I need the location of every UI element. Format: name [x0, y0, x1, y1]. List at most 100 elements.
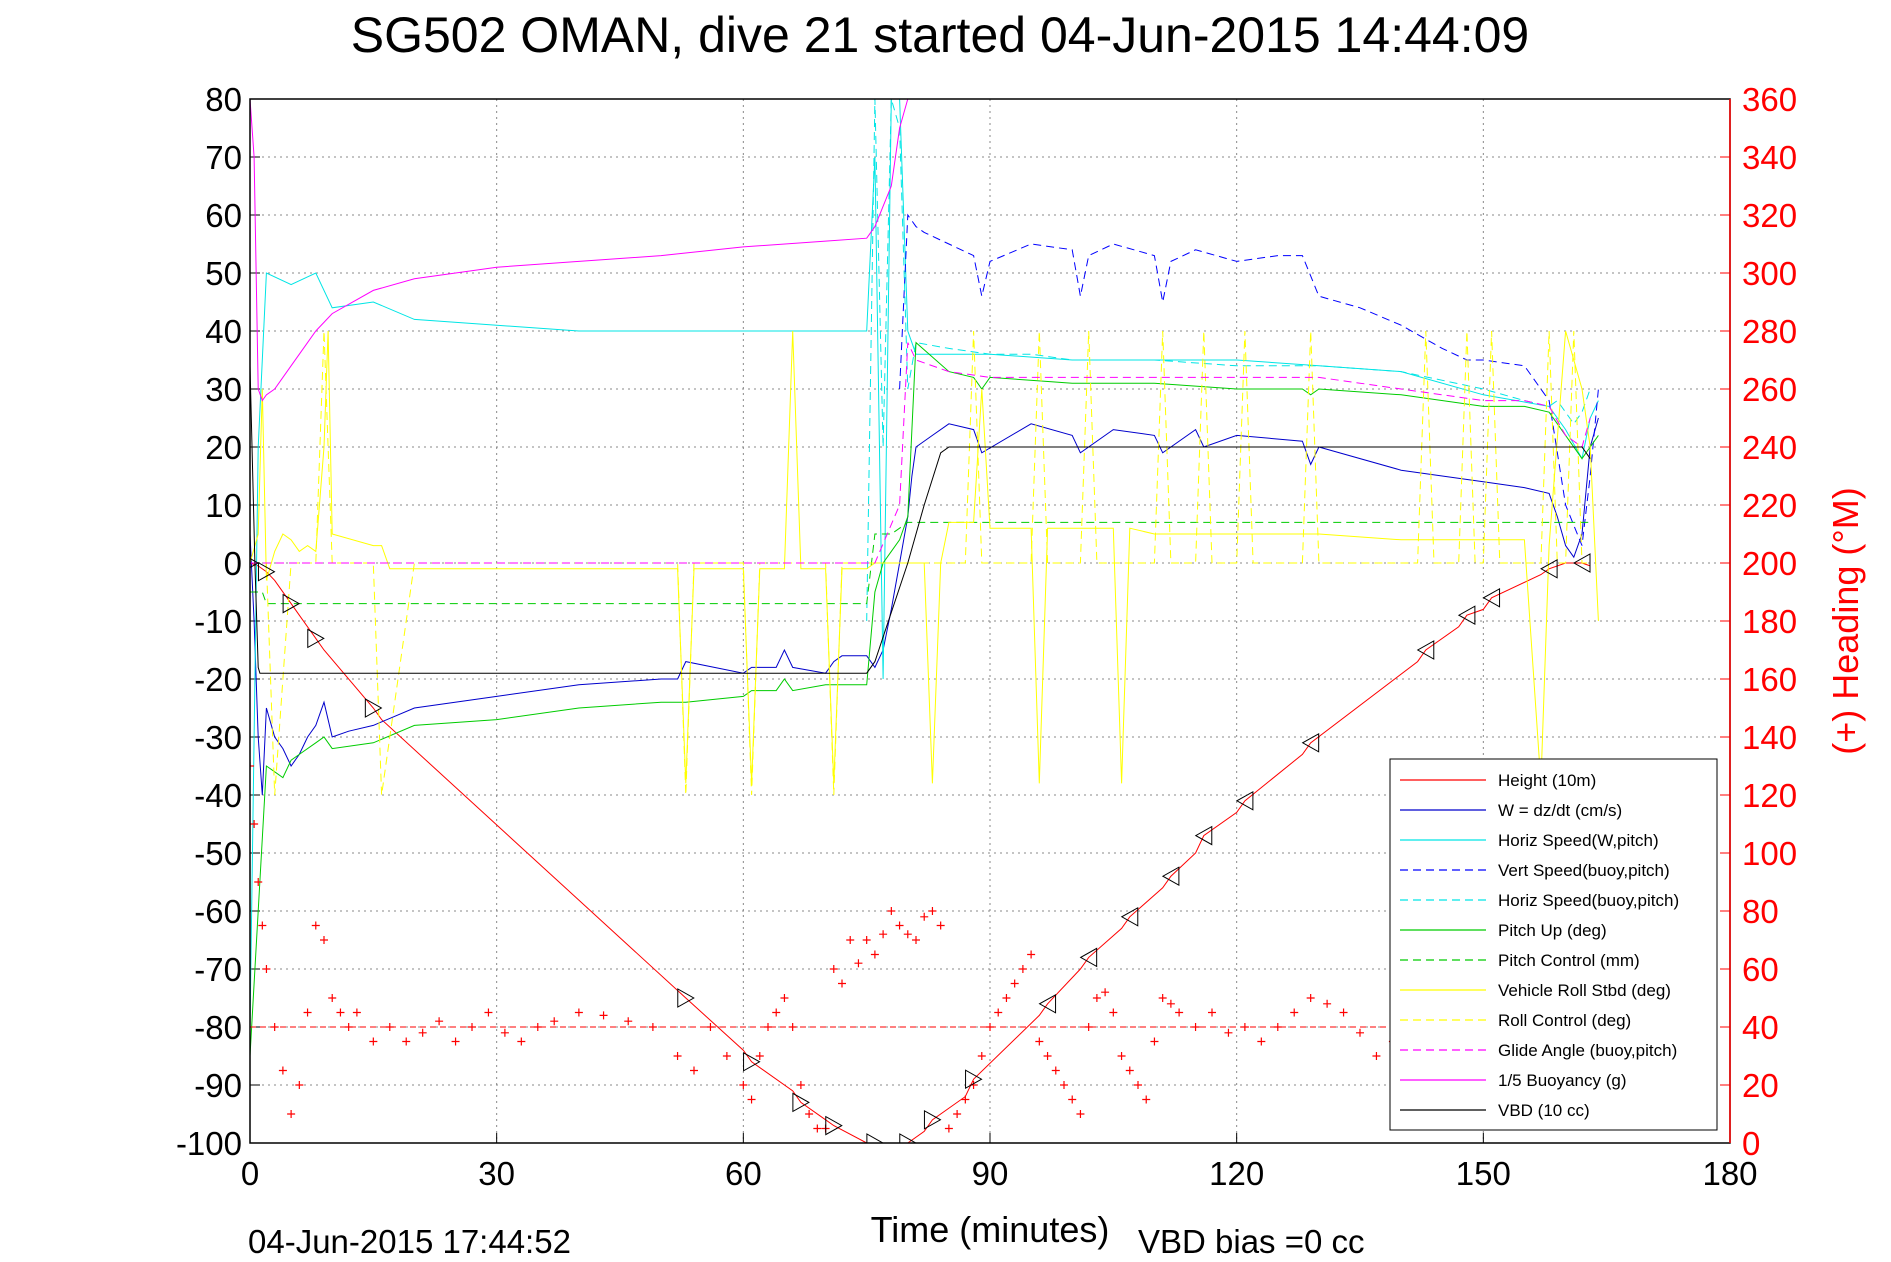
chart-title: SG502 OMAN, dive 21 started 04-Jun-2015 … [351, 7, 1530, 63]
height-marker [743, 1051, 761, 1072]
left-tick-label: 60 [205, 197, 242, 234]
height-markers [250, 553, 1591, 1143]
left-tick-label: -60 [194, 893, 242, 930]
heading-point [1339, 1008, 1348, 1017]
right-tick-label: 160 [1742, 661, 1797, 698]
heading-point [624, 1017, 633, 1026]
heading-point [1323, 999, 1332, 1008]
height-marker [923, 1109, 942, 1130]
series-line-pitch-control-mm [250, 521, 1591, 605]
legend-label: W = dz/dt (cm/s) [1498, 801, 1622, 820]
height-marker [1572, 553, 1591, 573]
heading-point [895, 921, 904, 930]
heading-point [944, 1124, 953, 1133]
right-tick-label: 80 [1742, 893, 1779, 930]
heading-point [1356, 1028, 1364, 1037]
left-tick-label: -10 [194, 603, 242, 640]
right-tick-label: 0 [1742, 1125, 1760, 1162]
series-line-pitch-up-deg [250, 341, 1599, 1057]
heading-point [1002, 994, 1011, 1002]
legend-label: Pitch Control (mm) [1498, 951, 1640, 970]
heading-point [1166, 999, 1175, 1008]
left-tick-label: -20 [194, 661, 242, 698]
heading-point [796, 1081, 805, 1089]
height-marker [1416, 640, 1435, 660]
heading-point [1068, 1095, 1077, 1104]
heading-point [813, 1124, 822, 1133]
right-tick-label: 40 [1742, 1009, 1779, 1046]
height-marker [364, 698, 383, 718]
left-tick-label: -50 [194, 835, 242, 872]
height-marker [307, 628, 325, 649]
legend-label: VBD (10 cc) [1498, 1101, 1590, 1120]
heading-point [295, 1081, 304, 1089]
heading-point [451, 1037, 460, 1046]
chart-legend: Height (10m) W = dz/dt (cm/s) Horiz Speed(… [1389, 758, 1718, 1131]
x-tick-label: 90 [972, 1155, 1009, 1192]
left-tick-label: -40 [194, 777, 242, 814]
legend-label: Vert Speed(buoy,pitch) [1498, 861, 1670, 880]
right-tick-label: 240 [1742, 429, 1797, 466]
left-tick-label: -70 [194, 951, 242, 988]
grid-lines [250, 99, 1730, 1143]
height-marker [1482, 587, 1501, 608]
heading-point [747, 1095, 756, 1104]
heading-point [1158, 994, 1167, 1002]
heading-point [1150, 1037, 1159, 1046]
heading-point [303, 1008, 312, 1017]
legend-label: Pitch Up (deg) [1498, 921, 1607, 940]
heading-point [953, 1110, 962, 1118]
x-tick-label: 180 [1702, 1155, 1757, 1192]
heading-point [879, 930, 888, 939]
heading-point [254, 878, 263, 886]
left-tick-label: -100 [176, 1125, 242, 1162]
heading-point [838, 979, 846, 988]
heading-point [311, 921, 320, 930]
heading-point [1109, 1008, 1118, 1017]
heading-point [870, 950, 879, 959]
heading-point [1101, 988, 1110, 997]
heading-point [1142, 1095, 1151, 1104]
left-tick-label: -80 [194, 1009, 242, 1046]
heading-point [500, 1028, 509, 1037]
heading-point [1208, 1008, 1216, 1017]
x-axis-label: Time (minutes) [871, 1209, 1110, 1250]
heading-point [846, 936, 855, 944]
x-tick-label: 150 [1456, 1155, 1511, 1192]
left-tick-label: 30 [205, 371, 242, 408]
heading-point [1018, 965, 1027, 973]
heading-point [1117, 1052, 1126, 1060]
right-tick-label: 260 [1742, 371, 1797, 408]
heading-point [862, 936, 871, 944]
heading-point [928, 907, 937, 915]
heading-point [352, 1008, 361, 1017]
right-tick-label: 280 [1742, 313, 1797, 350]
heading-point [994, 1008, 1003, 1017]
height-marker [965, 1069, 983, 1090]
left-tick-label: 80 [205, 81, 242, 118]
legend-box [1389, 758, 1718, 1131]
height-marker [866, 1133, 884, 1143]
heading-point [739, 1081, 748, 1089]
left-tick-label: -90 [194, 1067, 242, 1104]
heading-point [1175, 1008, 1184, 1017]
heading-point [673, 1052, 682, 1060]
heading-point [287, 1110, 296, 1118]
legend-label: Vehicle Roll Stbd (deg) [1498, 981, 1671, 1000]
heading-point [418, 1028, 427, 1037]
heading-point [402, 1037, 411, 1046]
right-tick-label: 300 [1742, 255, 1797, 292]
series-line-vehicle-roll-stbd-deg [250, 330, 1599, 784]
heading-point [435, 1017, 444, 1026]
heading-point [574, 1008, 583, 1017]
heading-point [1134, 1081, 1142, 1089]
heading-point [484, 1008, 493, 1017]
heading-point [258, 921, 267, 930]
heading-point [550, 1017, 559, 1026]
right-tick-label: 320 [1742, 197, 1797, 234]
heading-point [780, 994, 789, 1002]
x-axis-ticks: 0 30 60 90 120 150 180 [241, 1133, 1758, 1192]
heading-point [1092, 994, 1101, 1002]
heading-point [517, 1037, 526, 1046]
